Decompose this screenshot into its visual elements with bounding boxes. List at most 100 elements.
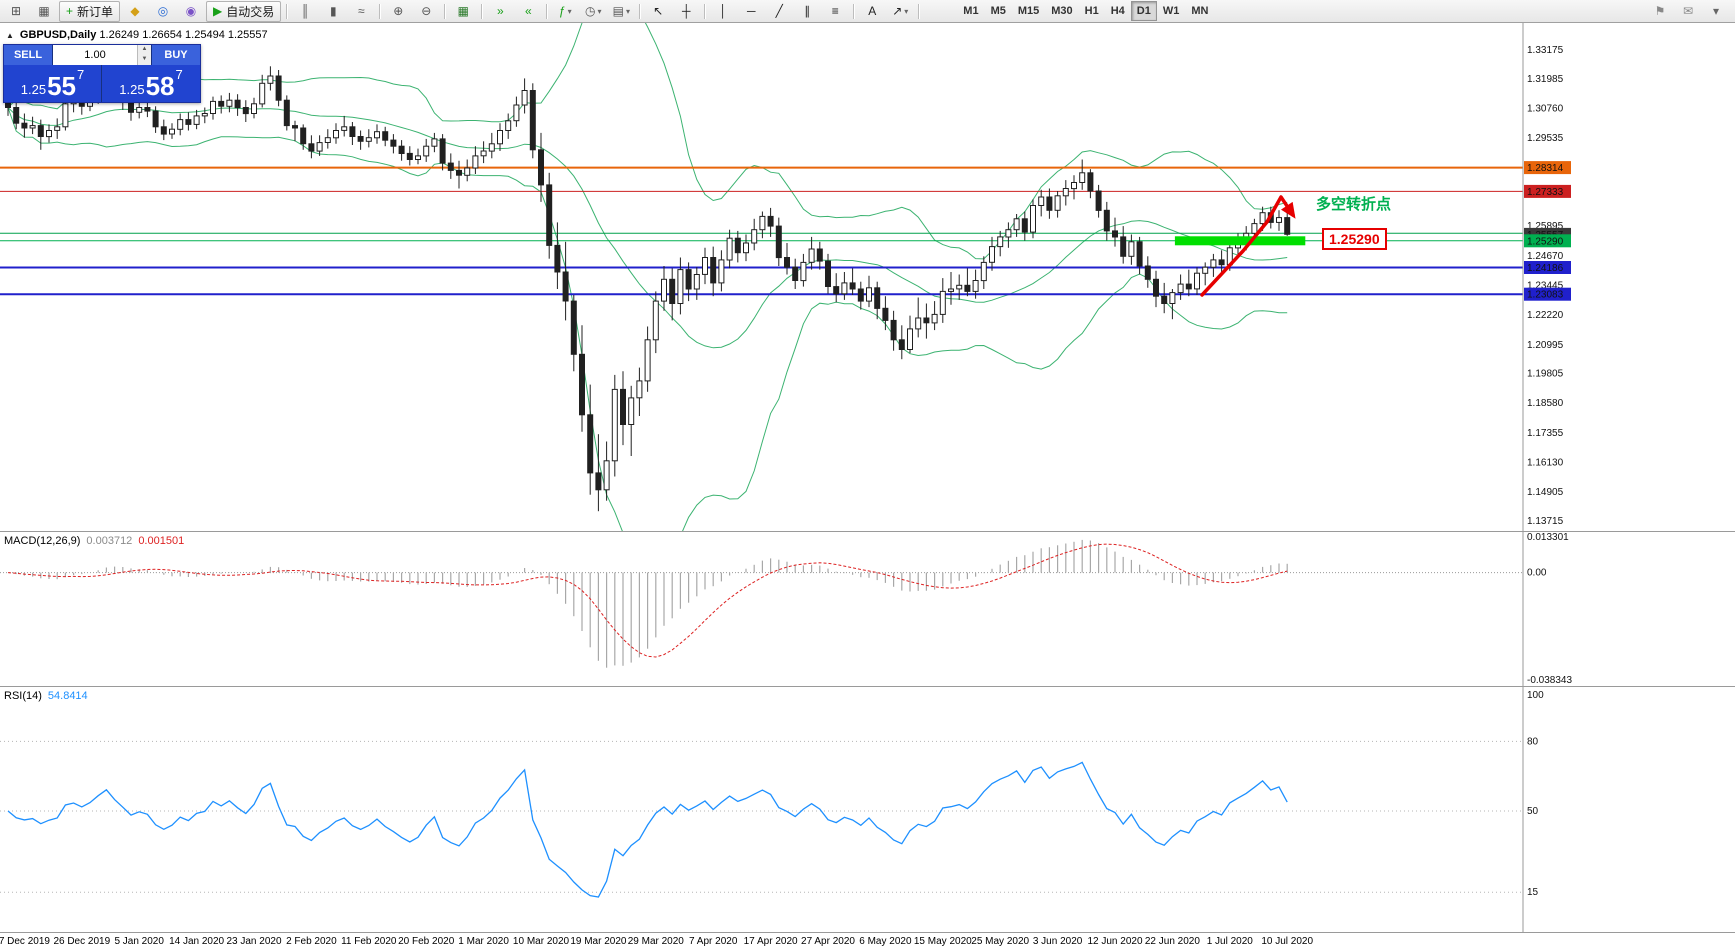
macd-chart-surface[interactable]: 0.013301 0.00 -0.038343: [0, 532, 1735, 686]
metaeditor-icon[interactable]: ◆: [122, 1, 148, 22]
timeframe-m5[interactable]: M5: [990, 5, 1006, 17]
sell-button[interactable]: SELL: [4, 45, 52, 65]
auto-scroll-icon[interactable]: »: [487, 1, 513, 22]
sell-price-button[interactable]: 1.25 55 7: [4, 65, 102, 102]
toolbar-right-group: ⚑ ✉ ▾: [1646, 1, 1730, 22]
tile-windows-icon[interactable]: ▦: [450, 1, 476, 22]
candle-body: [1071, 182, 1077, 190]
periods-icon[interactable]: ◷ ▾: [580, 1, 606, 22]
candlestick-chart-icon: ▮: [329, 4, 337, 18]
chart-title: ▲ GBPUSD,Daily 1.26249 1.26654 1.25494 1.…: [6, 29, 268, 41]
fibonacci-icon[interactable]: ≡: [822, 1, 848, 22]
candle-body: [497, 130, 503, 145]
candle-body: [54, 126, 61, 131]
timeframe-m30[interactable]: M30: [1051, 5, 1073, 17]
vertical-line-icon[interactable]: │: [710, 1, 736, 22]
candle-body: [538, 149, 544, 186]
horizontal-line-icon[interactable]: ─: [738, 1, 764, 22]
timeframe-h4[interactable]: H4: [1110, 5, 1125, 17]
timeframe-m1[interactable]: M1: [963, 5, 979, 17]
date-axis[interactable]: 7 Dec 2019 26 Dec 2019 5 Jan 2020 14 Jan 20…: [0, 932, 1735, 950]
trendline-icon: ╱: [775, 4, 783, 18]
date-label: 5 Jan 2020: [114, 936, 164, 947]
autotrading-button[interactable]: ▶ 自动交易: [206, 0, 282, 22]
date-label: 17 Apr 2020: [743, 936, 798, 947]
zoom-in-icon[interactable]: ⊕: [385, 1, 411, 22]
crosshair-icon[interactable]: ┼: [673, 1, 699, 22]
macd-label: MACD(12,26,9) 0.003712 0.001501: [4, 535, 184, 547]
timeframe-w1[interactable]: W1: [1162, 5, 1180, 17]
bar-chart-icon[interactable]: ║: [292, 1, 318, 22]
candle-body: [267, 75, 274, 84]
rsi-panel[interactable]: 100 80 50 15 RSI(14) 54.8414: [0, 686, 1735, 932]
candle-body: [439, 138, 446, 164]
candle-body: [989, 246, 995, 263]
alerts-icon[interactable]: ⚑: [1654, 4, 1666, 18]
candle-body: [292, 125, 298, 129]
profiles-icon[interactable]: ▦: [31, 1, 57, 22]
ask-price-sup: 7: [175, 67, 183, 82]
new-chart-icon[interactable]: ⊞: [3, 1, 29, 22]
price-axis[interactable]: [1524, 23, 1735, 531]
candle-body: [1087, 172, 1094, 192]
equidistant-channel-icon[interactable]: ∥: [794, 1, 820, 22]
volume-up-button[interactable]: ▲: [138, 45, 151, 55]
terminal-icon[interactable]: ◎: [150, 1, 176, 22]
timeframe-d1[interactable]: D1: [1130, 1, 1157, 21]
candle-body: [866, 287, 872, 302]
support-zone-rectangle[interactable]: [1174, 236, 1306, 246]
community-icon: ◉: [185, 4, 197, 18]
trendline-icon[interactable]: ╱: [766, 1, 792, 22]
candle-body: [603, 460, 610, 491]
templates-icon[interactable]: ▤ ▾: [608, 1, 634, 22]
candlestick-series: [5, 65, 1291, 512]
timeframe-h1[interactable]: H1: [1084, 5, 1099, 17]
macd-panel[interactable]: 0.013301 0.00 -0.038343 MACD(12,26,9) 0.003…: [0, 531, 1735, 686]
candle-body: [374, 131, 380, 139]
line-chart-icon[interactable]: ≈: [348, 1, 374, 22]
arrows-icon[interactable]: ↗ ▾: [887, 1, 913, 22]
buy-button[interactable]: BUY: [152, 45, 200, 65]
price-marker-chip: [1524, 287, 1571, 301]
turning-point-annotation[interactable]: 多空转折点: [1316, 196, 1392, 213]
toolbar-overflow-icon[interactable]: ▾: [1712, 4, 1720, 18]
trade-panel-collapse-icon[interactable]: ▲: [6, 31, 14, 40]
timeframe-m15[interactable]: M15: [1017, 5, 1040, 17]
mailbox-icon[interactable]: ✉: [1682, 4, 1694, 18]
main-chart-panel[interactable]: 1.33175 1.31985 1.30760 1.29535 1.25895 1.246…: [0, 23, 1735, 531]
candle-body: [816, 248, 823, 262]
candle-body: [841, 282, 848, 295]
toolbar-separator: [286, 3, 288, 19]
cursor-icon[interactable]: ↖: [645, 1, 671, 22]
timeframe-mn[interactable]: MN: [1191, 5, 1209, 17]
new-order-button[interactable]: + 新订单: [59, 0, 121, 22]
indicators-icon[interactable]: ƒ ▾: [552, 1, 578, 22]
date-label: 11 Feb 2020: [341, 936, 397, 947]
volume-input[interactable]: 1.00 ▲ ▼: [52, 45, 152, 65]
candle-body: [488, 143, 495, 152]
candlestick-chart-icon[interactable]: ▮: [320, 1, 346, 22]
candle-body: [152, 110, 159, 128]
chart-shift-icon[interactable]: «: [515, 1, 541, 22]
candle-body: [431, 138, 438, 147]
candle-body: [136, 107, 143, 113]
text-icon[interactable]: A: [859, 1, 885, 22]
candle-body: [554, 244, 561, 273]
community-icon[interactable]: ◉: [178, 1, 204, 22]
buy-price-button[interactable]: 1.25 58 7: [102, 65, 200, 102]
zoom-out-icon[interactable]: ⊖: [413, 1, 439, 22]
trend-arrow-annotation[interactable]: [1200, 195, 1296, 297]
candle-body: [997, 236, 1004, 248]
rsi-chart-surface[interactable]: 100 80 50 15: [0, 687, 1735, 932]
price-chart-surface[interactable]: 1.33175 1.31985 1.30760 1.29535 1.25895 1.246…: [0, 23, 1735, 531]
price-tick-label: 1.13715: [1527, 516, 1564, 527]
candle-body: [13, 107, 20, 124]
line-chart-icon: ≈: [357, 4, 365, 18]
candle-body: [201, 113, 208, 117]
volume-down-button[interactable]: ▼: [138, 55, 151, 65]
volume-value[interactable]: 1.00: [84, 49, 106, 61]
candle-body: [1259, 212, 1266, 225]
candle-body: [169, 128, 175, 135]
candle-body: [669, 278, 676, 304]
price-callout-label[interactable]: 1.25290: [1322, 228, 1387, 250]
